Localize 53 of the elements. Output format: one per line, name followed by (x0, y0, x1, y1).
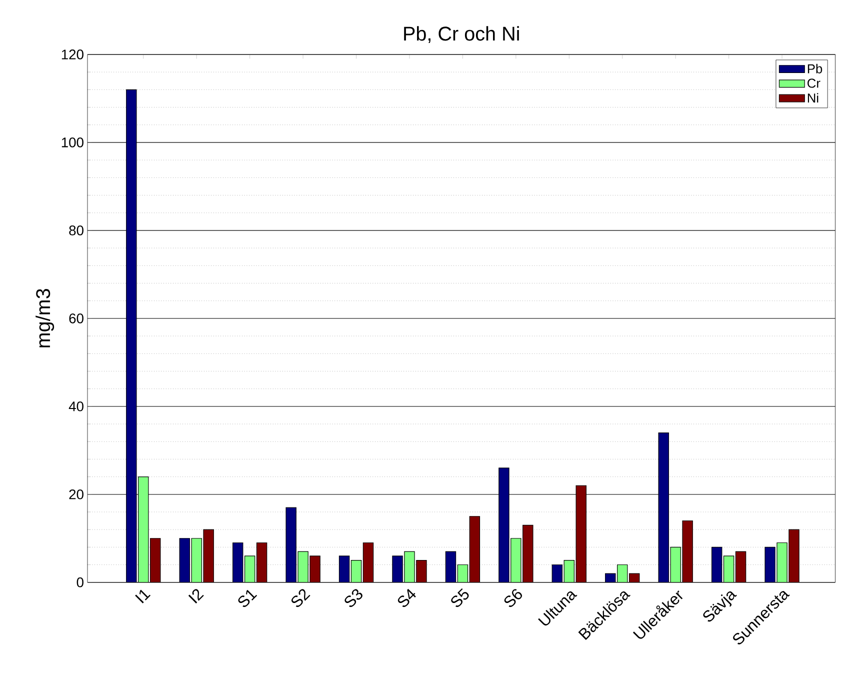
bar (350, 560, 362, 582)
bar (552, 564, 563, 582)
y-tick-label: 100 (62, 137, 84, 148)
bar (232, 542, 244, 582)
bar (244, 555, 256, 582)
bar (416, 560, 427, 582)
y-tick-label: 0 (76, 577, 84, 588)
bar (723, 555, 734, 582)
x-tick-label: S3 (344, 588, 362, 607)
bar (338, 555, 350, 582)
bar (682, 520, 693, 582)
y-tick-label: 120 (62, 49, 84, 60)
bar (362, 542, 374, 582)
bar (180, 538, 190, 582)
bar (576, 485, 586, 582)
y-axis-title: mg/m3 (36, 288, 54, 348)
x-tick-label: S5 (451, 588, 469, 607)
y-tick-label: 20 (69, 489, 84, 500)
y-tick-label: 80 (69, 225, 84, 236)
bar (457, 564, 468, 582)
bar (191, 538, 202, 582)
y-tick-label: 40 (68, 401, 84, 412)
bar (286, 507, 296, 582)
chart-title: Pb, Cr och Ni (404, 26, 519, 43)
bar (298, 551, 308, 582)
bar (564, 560, 574, 582)
bar (203, 529, 214, 582)
x-tick-label: S4 (398, 588, 416, 607)
x-tick-label: I1 (135, 589, 151, 604)
bar (498, 467, 510, 582)
legend-label: Ni (808, 92, 818, 102)
x-tick-label: S2 (291, 588, 310, 607)
bar (150, 538, 161, 582)
bar (126, 89, 137, 582)
bar (617, 564, 628, 582)
x-tick-label: S6 (504, 588, 522, 607)
bar (658, 432, 669, 582)
bar (670, 546, 681, 582)
legend-label: Pb (808, 64, 822, 74)
x-tick-label: I2 (188, 588, 204, 604)
bar (469, 516, 480, 582)
bar (510, 538, 522, 582)
bar (522, 524, 534, 582)
bar (711, 546, 722, 582)
y-tick-label: 60 (69, 313, 84, 324)
bar (445, 551, 456, 582)
bar (776, 542, 788, 582)
bar (764, 546, 776, 582)
bar (735, 551, 746, 582)
legend-label: Cr (808, 78, 820, 88)
bar (256, 542, 268, 582)
x-tick-label: S1 (238, 590, 258, 607)
bar (138, 476, 149, 582)
